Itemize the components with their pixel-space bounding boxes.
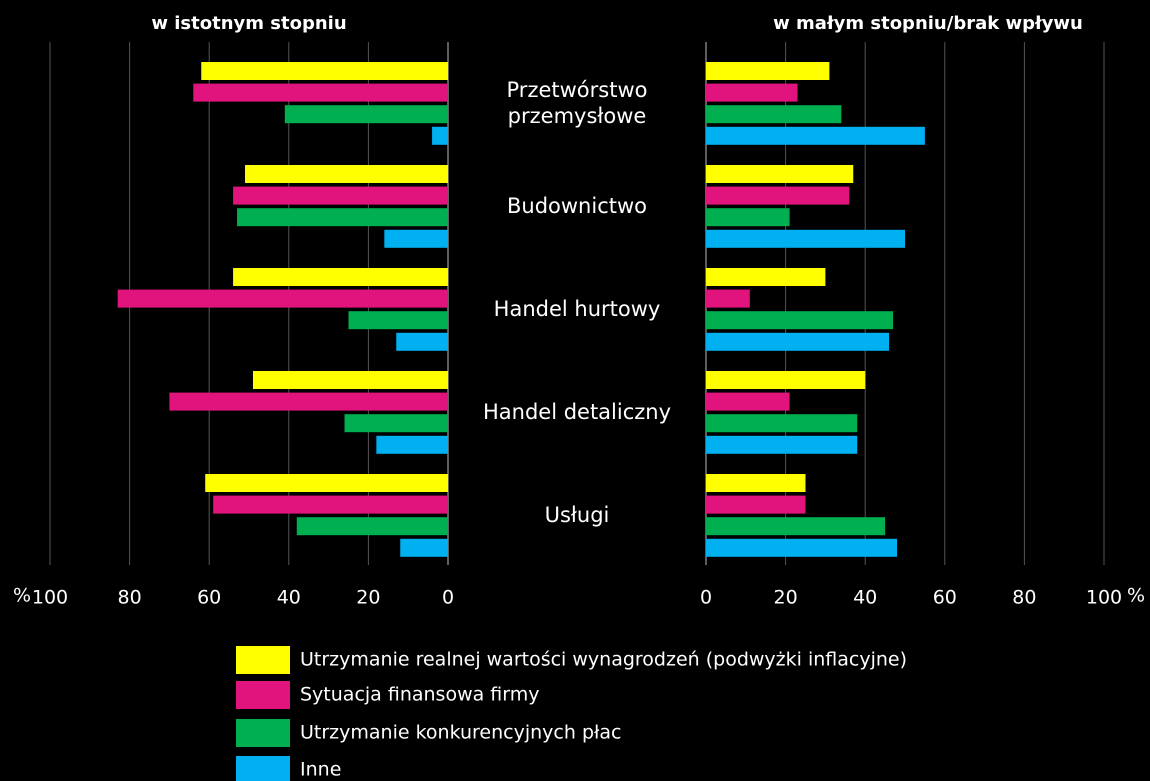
bar	[432, 126, 448, 145]
legend-label: Inne	[300, 759, 341, 781]
bar	[706, 208, 790, 227]
bar	[706, 105, 842, 124]
bar	[237, 208, 448, 227]
bar	[400, 538, 448, 557]
bar	[706, 538, 898, 557]
x-tick-label: 20	[356, 587, 380, 609]
x-tick-label: 0	[442, 587, 454, 609]
x-tick-label: 60	[197, 587, 221, 609]
category-label: Budownictwo	[506, 194, 648, 219]
category-label: Usługi	[544, 503, 610, 528]
x-tick-label: 100	[32, 587, 68, 609]
bar	[706, 495, 806, 514]
legend-swatch	[236, 756, 290, 781]
x-tick-label: 80	[1012, 587, 1036, 609]
bar	[284, 105, 448, 124]
category-label: Handel detaliczny	[482, 400, 672, 425]
bar	[706, 474, 806, 492]
bar	[706, 392, 790, 411]
bar	[233, 268, 448, 286]
bar	[706, 268, 826, 286]
panel-title: w istotnym stopniu	[151, 13, 346, 34]
bar	[201, 62, 448, 80]
bar	[169, 392, 448, 411]
bar	[706, 435, 858, 454]
x-tick-label: 60	[933, 587, 957, 609]
category-label: Handel hurtowy	[493, 297, 661, 322]
bar	[706, 517, 886, 536]
bar	[706, 332, 890, 351]
x-tick-label: 40	[277, 587, 301, 609]
legend-label: Utrzymanie realnej wartości wynagrodzeń …	[300, 649, 907, 671]
bar	[706, 311, 894, 330]
legend-label: Utrzymanie konkurencyjnych płac	[300, 722, 622, 744]
x-tick-label: 80	[118, 587, 142, 609]
bar	[706, 83, 798, 102]
bar	[252, 371, 448, 389]
bar	[706, 165, 854, 183]
legend-swatch	[236, 646, 290, 674]
legend-swatch	[236, 719, 290, 747]
panel-title: w małym stopniu/brak wpływu	[773, 13, 1083, 34]
bar	[344, 414, 448, 433]
bar	[376, 435, 448, 454]
bar	[117, 289, 448, 308]
bar	[706, 62, 830, 80]
bar	[245, 165, 448, 183]
bar	[193, 83, 448, 102]
axis-unit: %	[13, 585, 31, 607]
bar	[706, 371, 866, 389]
bar	[706, 126, 925, 145]
bar	[706, 229, 905, 248]
bar	[213, 495, 448, 514]
legend-label: Sytuacja finansowa firmy	[300, 684, 540, 706]
bar	[706, 289, 750, 308]
category-label: Przetwórstwo przemysłowe	[506, 78, 648, 129]
bar	[296, 517, 448, 536]
bar	[706, 414, 858, 433]
x-tick-label: 100	[1086, 587, 1122, 609]
bar	[706, 186, 850, 205]
bar	[233, 186, 448, 205]
bar	[348, 311, 448, 330]
x-tick-label: 40	[853, 587, 877, 609]
x-tick-label: 20	[774, 587, 798, 609]
bar	[205, 474, 448, 492]
bar	[396, 332, 448, 351]
bar	[384, 229, 448, 248]
x-tick-label: 0	[700, 587, 712, 609]
legend-swatch	[236, 681, 290, 709]
axis-unit: %	[1127, 585, 1145, 607]
